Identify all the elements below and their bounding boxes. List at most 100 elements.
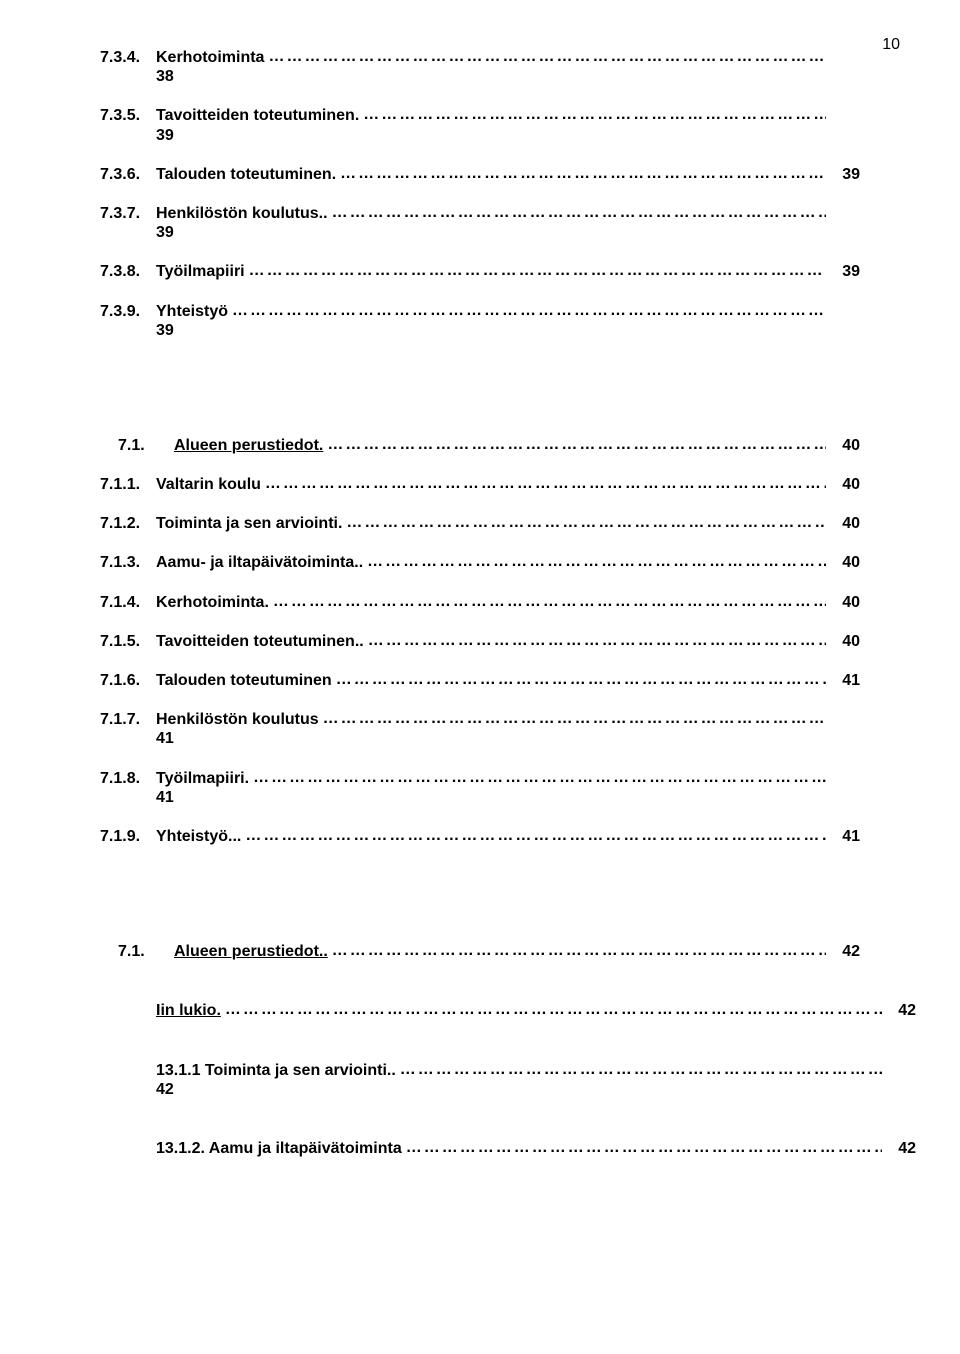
toc-entry-page: 40 xyxy=(826,593,860,612)
toc-leader xyxy=(228,301,826,320)
toc-entry-label: Valtarin koulu xyxy=(156,475,261,494)
toc-entry-page: 40 xyxy=(826,436,860,455)
toc-entry: 7.1.9.Yhteistyö... 41 xyxy=(100,827,860,846)
toc-entry: 7.1.6.Talouden toteutuminen 41 xyxy=(100,671,860,690)
toc-entry: 7.3.4.Kerhotoiminta xyxy=(100,48,860,67)
toc-leader xyxy=(245,261,826,280)
toc-entry: 7.1.5.Tavoitteiden toteutuminen.. 40 xyxy=(100,632,860,651)
toc-leader xyxy=(261,474,826,493)
toc-entry-label: Tavoitteiden toteutuminen. xyxy=(156,106,359,125)
toc-entry-continuation: 41 xyxy=(156,729,860,748)
toc-entry-number: 7.1.6. xyxy=(100,671,156,690)
toc-entry-number: 7.3.8. xyxy=(100,262,156,281)
toc-leader xyxy=(264,47,826,66)
toc-entry-continuation: 42 xyxy=(156,1080,860,1099)
toc-entry-label: Työilmapiiri xyxy=(156,262,245,281)
toc-entry-label: Alueen perustiedot. xyxy=(174,436,323,455)
toc-entry-number: 7.1.7. xyxy=(100,710,156,729)
toc-block-3: 7.1.Alueen perustiedot..42Iin lukio.4213… xyxy=(100,942,860,1158)
toc-leader xyxy=(336,164,826,183)
toc-entry-page: 42 xyxy=(882,1001,916,1020)
toc-leader xyxy=(364,631,826,650)
toc-entry: 7.3.7.Henkilöstön koulutus.. xyxy=(100,204,860,223)
toc-entry-number: 7.1.1. xyxy=(100,475,156,494)
toc-entry: 7.3.9.Yhteistyö xyxy=(100,302,860,321)
toc-entry: 7.3.6.Talouden toteutuminen. 39 xyxy=(100,165,860,184)
toc-entry-number: 7.3.6. xyxy=(100,165,156,184)
toc-leader xyxy=(396,1060,882,1079)
toc-entry-page: 39 xyxy=(826,165,860,184)
toc-entry-label: Yhteistyö... xyxy=(156,827,241,846)
toc-entry-page: 42 xyxy=(826,942,860,961)
toc-entry-page: 40 xyxy=(826,632,860,651)
toc-entry-label: 13.1.1 Toiminta ja sen arviointi.. xyxy=(156,1061,396,1080)
toc-entry: 7.1.8.Työilmapiiri. xyxy=(100,769,860,788)
toc-entry: 7.1.3.Aamu- ja iltapäivätoiminta.. 40 xyxy=(100,553,860,572)
page-number: 10 xyxy=(882,36,900,54)
toc-leader xyxy=(319,709,826,728)
toc-leader xyxy=(249,768,826,787)
toc-entry: 7.1.4.Kerhotoiminta. 40 xyxy=(100,593,860,612)
toc-entry-number: 7.3.5. xyxy=(100,106,156,125)
toc-entry-label: Henkilöstön koulutus xyxy=(156,710,319,729)
toc-leader xyxy=(342,513,826,532)
toc-entry-label: Kerhotoiminta. xyxy=(156,593,269,612)
toc-entry-continuation: 38 xyxy=(156,67,860,86)
toc-entry: 7.1.Alueen perustiedot.. 42 xyxy=(100,942,860,961)
toc-leader xyxy=(359,105,826,124)
toc-entry-number: 7.1.4. xyxy=(100,593,156,612)
toc-leader xyxy=(328,203,826,222)
toc-entry-label: Kerhotoiminta xyxy=(156,48,264,67)
toc-entry-number: 7.1.2. xyxy=(100,514,156,533)
toc-entry-label: Tavoitteiden toteutuminen.. xyxy=(156,632,364,651)
toc-leader xyxy=(328,941,826,960)
toc-block-2: 7.1.Alueen perustiedot.407.1.1.Valtarin … xyxy=(100,436,860,846)
toc-entry: 13.1.1 Toiminta ja sen arviointi.. xyxy=(156,1061,916,1080)
toc-leader xyxy=(241,826,826,845)
toc-entry-label: 13.1.2. Aamu ja iltapäivätoiminta xyxy=(156,1139,402,1158)
toc-entry-number: 7.3.4. xyxy=(100,48,156,67)
toc-entry-label: Toiminta ja sen arviointi. xyxy=(156,514,342,533)
toc-entry-page: 39 xyxy=(826,262,860,281)
toc-entry: 7.3.5.Tavoitteiden toteutuminen. xyxy=(100,106,860,125)
toc-leader xyxy=(332,670,826,689)
toc-entry-page: 41 xyxy=(826,671,860,690)
toc-entry-continuation: 39 xyxy=(156,126,860,145)
toc-entry-number: 7.3.7. xyxy=(100,204,156,223)
toc-entry-continuation: 39 xyxy=(156,321,860,340)
toc-entry-page: 40 xyxy=(826,553,860,572)
toc-entry-label: Talouden toteutuminen. xyxy=(156,165,336,184)
toc-entry-page: 41 xyxy=(826,827,860,846)
toc-entry-number: 7.1.5. xyxy=(100,632,156,651)
toc-entry: 7.1.2.Toiminta ja sen arviointi. 40 xyxy=(100,514,860,533)
toc-entry-label: Talouden toteutuminen xyxy=(156,671,332,690)
toc-entry-page: 40 xyxy=(826,475,860,494)
toc-entry-continuation: 41 xyxy=(156,788,860,807)
toc-entry: 7.1.Alueen perustiedot.40 xyxy=(100,436,860,455)
toc-entry-page: 42 xyxy=(882,1139,916,1158)
toc-entry: 7.1.1.Valtarin koulu 40 xyxy=(100,475,860,494)
toc-entry-page: 40 xyxy=(826,514,860,533)
toc-leader xyxy=(269,592,826,611)
toc-entry-continuation: 39 xyxy=(156,223,860,242)
toc-entry: 13.1.2. Aamu ja iltapäivätoiminta 42 xyxy=(156,1139,916,1158)
toc-entry-number: 7.1. xyxy=(100,942,174,961)
toc-leader xyxy=(402,1138,882,1157)
toc-entry-label: Yhteistyö xyxy=(156,302,228,321)
toc-entry-label: Alueen perustiedot.. xyxy=(174,942,328,961)
toc-entry-label: Aamu- ja iltapäivätoiminta.. xyxy=(156,553,363,572)
toc-entry-label: Iin lukio. xyxy=(156,1001,221,1020)
toc-entry: Iin lukio. 42 xyxy=(156,1001,916,1020)
toc-entry-number: 7.1.9. xyxy=(100,827,156,846)
toc-entry-number: 7.1.3. xyxy=(100,553,156,572)
toc-entry-number: 7.3.9. xyxy=(100,302,156,321)
toc-leader xyxy=(221,1000,882,1019)
document-page: 10 7.3.4.Kerhotoiminta387.3.5.Tavoitteid… xyxy=(0,0,960,1354)
toc-entry-number: 7.1.8. xyxy=(100,769,156,788)
toc-leader xyxy=(323,435,826,454)
toc-entry-label: Työilmapiiri. xyxy=(156,769,249,788)
toc-entry: 7.3.8.Työilmapiiri 39 xyxy=(100,262,860,281)
toc-entry-label: Henkilöstön koulutus.. xyxy=(156,204,328,223)
toc-leader xyxy=(363,552,826,571)
toc-block-1: 7.3.4.Kerhotoiminta38 7.3.5.Tavoitteiden … xyxy=(100,48,860,340)
